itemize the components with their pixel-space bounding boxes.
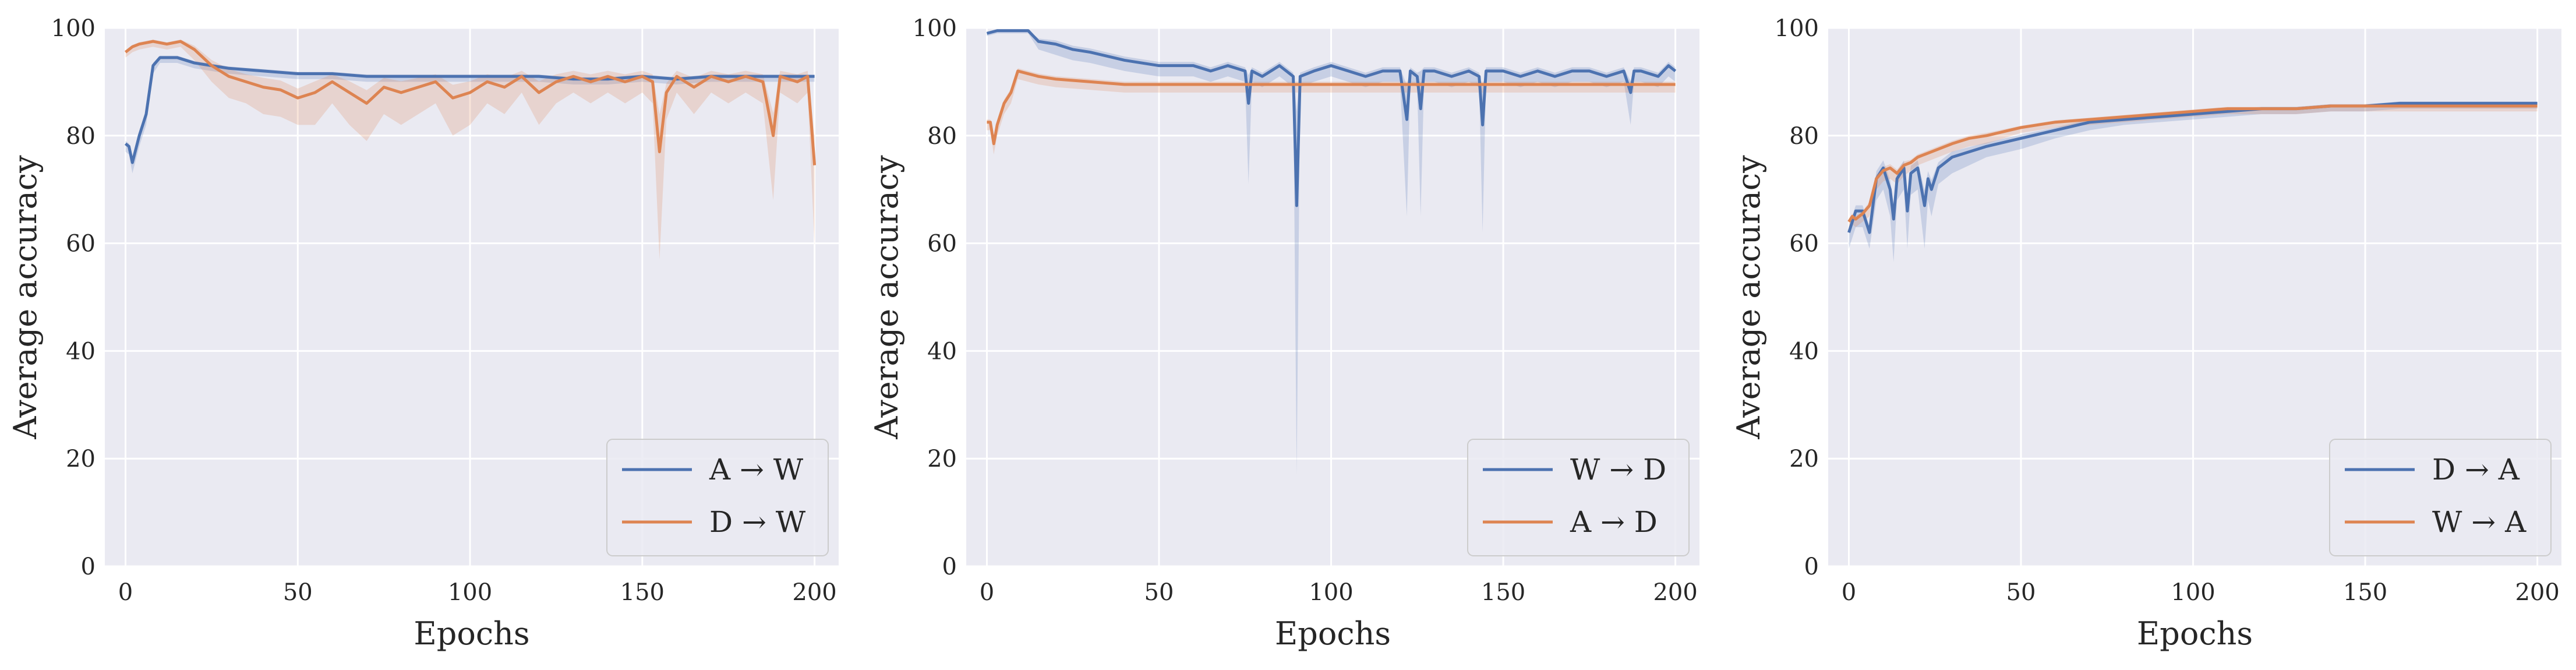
series-line-1	[986, 29, 1677, 207]
x-tick-label: 100	[2171, 579, 2215, 606]
y-tick-label: 100	[51, 15, 96, 42]
y-tick-label: 80	[927, 123, 957, 150]
y-tick-label: 0	[942, 553, 957, 580]
y-tick-label: 80	[66, 123, 96, 150]
y-tick-label: 0	[1804, 553, 1819, 580]
series-band-2	[125, 39, 815, 260]
series-band-2	[987, 68, 1676, 155]
x-axis-label: Epochs	[2137, 615, 2253, 652]
legend: D → A W → A	[2329, 439, 2552, 556]
y-axis-label: Average accuracy	[868, 155, 905, 440]
y-axis-label: Average accuracy	[7, 155, 44, 440]
y-tick-label: 80	[1789, 123, 1819, 150]
y-tick-label: 60	[1789, 231, 1819, 258]
series-band-1	[987, 30, 1676, 475]
x-axis-label: Epochs	[1275, 615, 1391, 652]
y-tick-label: 40	[1789, 338, 1819, 365]
x-tick-label: 0	[118, 579, 133, 606]
series-line-2	[987, 69, 1676, 146]
legend-label-2: A → D	[1570, 505, 1658, 539]
y-axis-label: Average accuracy	[1730, 155, 1767, 440]
x-axis-label: Epochs	[414, 615, 529, 652]
legend-label-2: D → W	[709, 505, 806, 539]
legend-label-1: W → D	[1570, 453, 1666, 486]
series-group	[1847, 101, 2538, 262]
series-line-2	[124, 40, 817, 165]
x-tick-label: 150	[2343, 579, 2387, 606]
x-tick-label: 100	[448, 579, 492, 606]
series-band-1	[1849, 101, 2538, 262]
x-tick-label: 0	[980, 579, 994, 606]
legend: A → W D → W	[606, 439, 829, 556]
x-tick-label: 200	[2515, 579, 2559, 606]
x-tick-label: 200	[792, 579, 836, 606]
x-tick-label: 50	[283, 579, 313, 606]
y-tick-label: 60	[66, 231, 96, 258]
y-tick-label: 20	[66, 446, 96, 472]
y-tick-label: 20	[927, 446, 957, 472]
legend-label-1: A → W	[709, 453, 804, 486]
legend: W → D A → D	[1467, 439, 1690, 556]
series-line-2	[1847, 104, 2538, 223]
x-tick-label: 150	[620, 579, 665, 606]
chart-panel-3: 0 20 40 60 80 100 0 50 100 150 200 Epochs Average ac…	[1730, 15, 2561, 652]
y-tick-label: 40	[66, 338, 96, 365]
x-tick-label: 150	[1481, 579, 1525, 606]
legend-label-1: D → A	[2432, 453, 2520, 486]
chart-panel-2: 0 20 40 60 80 100 0 50 100 150 200 Epochs Average ac…	[868, 15, 1699, 652]
x-tick-label: 50	[2006, 579, 2036, 606]
x-tick-label: 0	[1842, 579, 1856, 606]
series-group	[986, 29, 1677, 475]
y-tick-label: 20	[1789, 446, 1819, 472]
y-tick-label: 100	[913, 15, 957, 42]
x-tick-label: 100	[1309, 579, 1353, 606]
x-tick-label: 50	[1144, 579, 1174, 606]
y-tick-label: 100	[1775, 15, 1819, 42]
chart-panel-1: 0 20 40 60 80 100 0 50 100 150 200 Epochs Average ac…	[7, 15, 839, 652]
series-line-1	[124, 56, 815, 164]
y-tick-label: 40	[927, 338, 957, 365]
x-tick-label: 200	[1653, 579, 1697, 606]
y-tick-label: 0	[81, 553, 96, 580]
y-tick-label: 60	[927, 231, 957, 258]
series-group	[124, 39, 817, 260]
series-band-1	[125, 55, 815, 174]
legend-label-2: W → A	[2432, 505, 2526, 539]
